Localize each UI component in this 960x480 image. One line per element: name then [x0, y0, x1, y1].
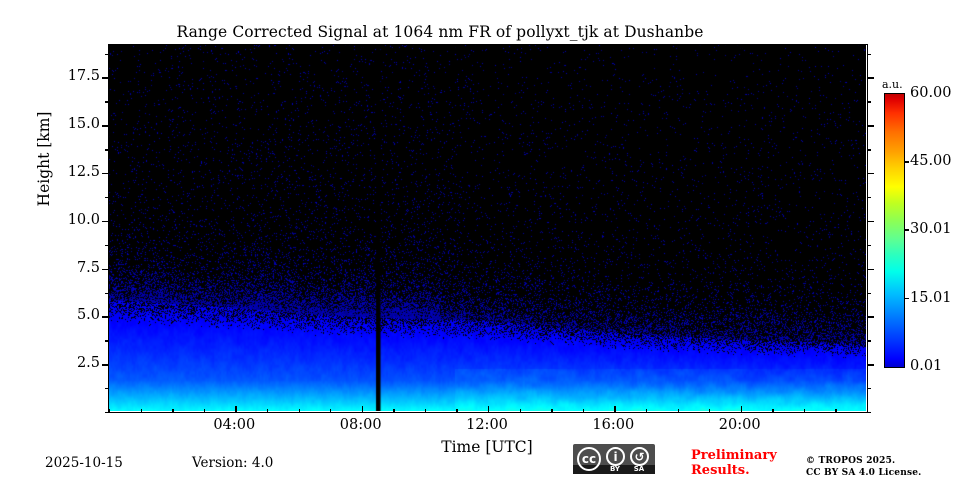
y-tick-mark-right — [867, 149, 871, 151]
footer-version: Version: 4.0 — [192, 455, 274, 471]
y-tick-mark-right — [867, 220, 874, 223]
x-axis-label: Time [UTC] — [441, 438, 533, 456]
y-tick-mark-right — [867, 173, 874, 175]
y-tick-label: 12.5 — [67, 164, 100, 181]
y-axis-label: Height [km] — [35, 111, 53, 207]
y-tick-mark-right — [867, 388, 871, 390]
copyright-line-2: CC BY SA 4.0 License. — [806, 468, 922, 479]
colorbar — [884, 93, 905, 368]
heatmap-plot-area — [108, 44, 866, 411]
colorbar-unit-label: a.u. — [882, 78, 903, 91]
badge-by-label: BY — [609, 465, 621, 473]
colorbar-tick-mark — [905, 161, 909, 163]
preliminary-line-1: Preliminary — [691, 448, 777, 463]
attribution-icon: i — [606, 447, 625, 466]
share-alike-icon: ↺ — [630, 447, 649, 466]
y-tick-mark-right — [867, 412, 871, 414]
footer-date: 2025-10-15 — [45, 455, 123, 471]
y-tick-label: 5.0 — [76, 307, 100, 324]
y-tick-mark-right — [867, 316, 874, 318]
colorbar-tick-label: 60.00 — [910, 85, 952, 101]
x-tick-mark-top — [867, 44, 869, 49]
y-tick-mark-right — [867, 196, 871, 199]
copyright-line-1: © TROPOS 2025. — [806, 456, 896, 466]
y-tick-mark-right — [867, 268, 874, 271]
page-title: Range Corrected Signal at 1064 nm FR of … — [176, 23, 704, 41]
y-tick-mark-right — [867, 364, 874, 366]
colorbar-tick-label: 15.01 — [910, 289, 952, 306]
x-tick-label: 16:00 — [592, 417, 635, 433]
x-tick-label: 04:00 — [213, 417, 256, 433]
y-tick-label: 2.5 — [76, 355, 100, 372]
heatmap-canvas — [108, 44, 866, 411]
x-tick-label: 12:00 — [466, 417, 508, 433]
colorbar-tick-label: 45.00 — [910, 153, 952, 170]
y-tick-mark-right — [867, 292, 871, 294]
colorbar-tick-mark — [905, 297, 909, 300]
cc-icon: cc — [577, 447, 601, 471]
badge-lower-bar — [573, 465, 655, 474]
x-tick-label: 20:00 — [718, 417, 761, 433]
y-tick-mark-right — [867, 125, 874, 127]
y-tick-mark-right — [867, 244, 871, 247]
y-tick-mark-right — [867, 340, 871, 342]
y-tick-label: 10.0 — [67, 211, 100, 228]
y-tick-label: 7.5 — [76, 259, 100, 276]
preliminary-line-2: Results. — [691, 462, 750, 478]
x-tick-label: 08:00 — [339, 417, 382, 433]
creative-commons-license-badge[interactable]: cc i ↺ BY SA — [573, 444, 655, 474]
y-tick-mark-right — [867, 53, 871, 55]
y-tick-mark-right — [867, 101, 871, 103]
colorbar-tick-label: 0.01 — [910, 358, 943, 374]
copyright-credit: © TROPOS 2025. CC BY SA 4.0 License. — [806, 455, 922, 479]
x-tick-mark — [867, 408, 869, 413]
y-tick-label: 17.5 — [67, 68, 100, 85]
y-tick-mark-right — [867, 77, 874, 79]
y-tick-label: 15.0 — [67, 116, 100, 133]
badge-sa-label: SA — [633, 465, 645, 473]
y-tick-mark — [105, 412, 109, 414]
preliminary-results-notice: Preliminary Results. — [691, 448, 777, 478]
colorbar-tick-label: 30.01 — [910, 221, 952, 238]
colorbar-tick-mark — [905, 229, 909, 231]
